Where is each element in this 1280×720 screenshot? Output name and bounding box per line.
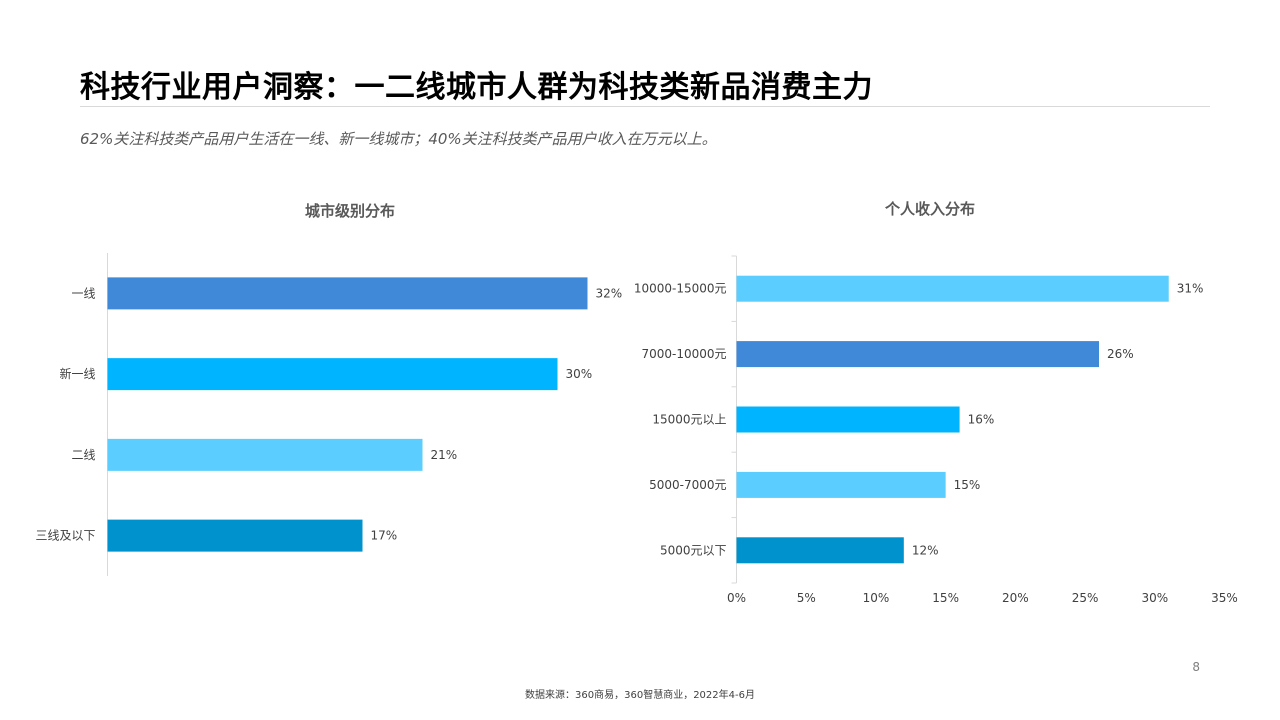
chart2-x-tick-label: 30% (1141, 591, 1168, 605)
title-divider (80, 106, 1210, 107)
chart2-x-tick-label: 25% (1072, 591, 1099, 605)
chart2-bar (736, 537, 904, 564)
chart2-bar (736, 471, 946, 498)
chart2-title: 个人收入分布 (884, 200, 975, 218)
chart2-bar (736, 341, 1100, 368)
chart1-category-label: 二线 (71, 448, 95, 462)
chart2-data-label: 15% (954, 478, 981, 492)
data-source-note: 数据来源：360商易，360智慧商业，2022年4-6月 (525, 690, 755, 701)
chart1-bar (107, 358, 558, 391)
chart2-x-tick-label: 10% (863, 591, 890, 605)
chart1-data-label: 17% (371, 529, 398, 543)
chart2-x-tick-label: 15% (932, 591, 959, 605)
slide-title: 科技行业用户洞察：一二线城市人群为科技类新品消费主力 (80, 70, 873, 105)
chart2-category-label: 5000元以下 (660, 543, 727, 557)
page-number: 8 (1192, 660, 1200, 674)
chart2-bar (736, 275, 1169, 302)
chart1-category-label: 新一线 (59, 366, 95, 381)
chart1-category-label: 三线及以下 (35, 529, 95, 543)
chart1-data-label: 21% (431, 448, 458, 462)
chart1-data-label: 30% (566, 367, 593, 381)
chart1-data-label: 32% (596, 286, 623, 300)
chart2-category-label: 10000-15000元 (634, 282, 727, 296)
chart2-category-label: 7000-10000元 (641, 347, 726, 361)
chart2-x-tick-label: 5% (797, 591, 816, 605)
chart1-bar (107, 277, 588, 310)
chart2-x-tick-label: 0% (727, 591, 746, 605)
chart2-data-label: 16% (968, 413, 995, 427)
chart2-bar (736, 406, 960, 433)
chart1-title: 城市级别分布 (304, 202, 395, 220)
chart2-category-label: 15000元以上 (652, 413, 726, 427)
chart1-category-label: 一线 (71, 286, 95, 300)
chart2-x-tick-label: 35% (1211, 591, 1238, 605)
slide-subtitle: 62%关注科技类产品用户生活在一线、新一线城市；40%关注科技类产品用户收入在万… (80, 130, 717, 148)
chart1-bar (107, 438, 423, 471)
chart2-data-label: 12% (912, 543, 939, 557)
chart2-data-label: 31% (1177, 282, 1204, 296)
chart2-category-label: 5000-7000元 (649, 478, 726, 492)
chart2-data-label: 26% (1107, 347, 1134, 361)
chart2-x-tick-label: 20% (1002, 591, 1029, 605)
chart1-bar (107, 519, 363, 552)
